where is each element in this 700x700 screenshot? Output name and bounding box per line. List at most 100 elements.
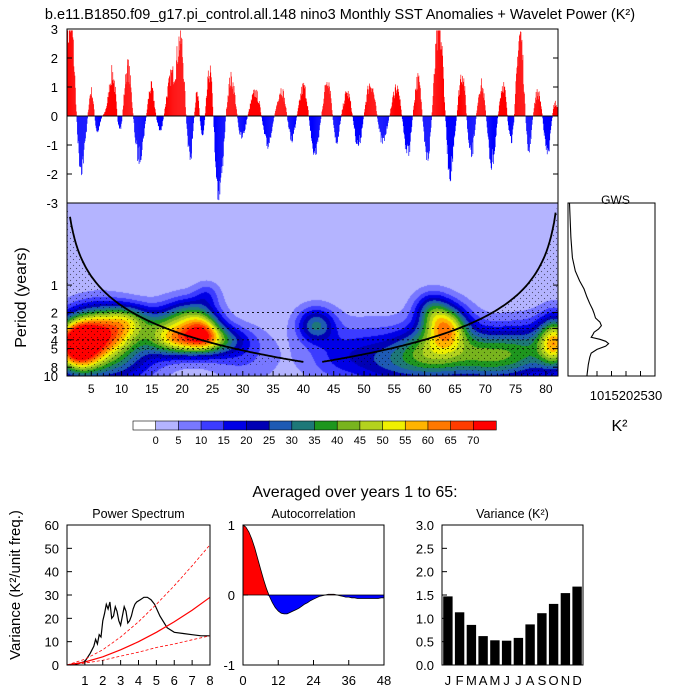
- x-tick-label: J: [445, 673, 452, 688]
- anomaly-bar: [457, 104, 459, 116]
- anomaly-bar: [417, 73, 419, 116]
- anomaly-bar: [298, 105, 300, 116]
- anomaly-bar: [130, 75, 131, 116]
- anomaly-bar: [447, 116, 449, 145]
- anomaly-bar: [356, 116, 358, 144]
- anomaly-bar: [353, 116, 355, 129]
- anomaly-bar: [154, 109, 156, 116]
- anomaly-bar: [214, 116, 215, 133]
- colorbar-label: 70: [467, 435, 479, 447]
- anomaly-bar: [549, 116, 551, 141]
- anomaly-bar: [305, 98, 307, 116]
- anomaly-bar: [479, 94, 481, 116]
- colorbar-swatch: [404, 420, 429, 431]
- anomaly-bar: [69, 30, 70, 117]
- anomaly-bar: [205, 97, 207, 116]
- anomaly-bar: [256, 89, 258, 116]
- anomaly-bar: [301, 86, 303, 116]
- anomaly-bar: [360, 116, 362, 138]
- anomaly-bar: [504, 86, 506, 116]
- anomaly-bar: [338, 116, 340, 132]
- anomaly-bar: [168, 82, 169, 116]
- wavelet-frame: [66, 202, 559, 377]
- anomaly-bar: [72, 30, 73, 117]
- anomaly-bar: [349, 100, 351, 116]
- anomaly-bar: [68, 42, 70, 116]
- anomaly-bar: [270, 116, 271, 138]
- anomaly-bar: [531, 116, 533, 125]
- anomaly-bar: [164, 108, 166, 116]
- anomaly-bar: [464, 86, 466, 116]
- anomaly-bar: [489, 116, 491, 160]
- anomaly-bar: [376, 111, 377, 116]
- anomaly-bar: [461, 82, 462, 116]
- anomaly-bar: [410, 116, 412, 133]
- anomaly-bar: [315, 116, 317, 155]
- anomaly-bar: [384, 116, 385, 141]
- anomaly-bar: [323, 103, 324, 116]
- anomaly-bar: [213, 116, 215, 128]
- anomaly-bar: [513, 116, 515, 123]
- y-tick-label: 50: [45, 541, 59, 556]
- anomaly-bar: [405, 116, 407, 150]
- anomaly-bar: [117, 116, 119, 122]
- anomaly-bar: [374, 98, 375, 116]
- anomaly-bar: [174, 82, 175, 116]
- anomaly-bar: [320, 116, 321, 123]
- anomaly-bar: [364, 109, 366, 116]
- anomaly-bar: [336, 116, 337, 143]
- anomaly-bar: [359, 116, 361, 144]
- anomaly-bar: [351, 111, 353, 116]
- anomaly-bar: [318, 116, 319, 138]
- anomaly-bar: [370, 87, 371, 116]
- anomaly-bar: [521, 39, 523, 116]
- gws-title: GWS: [601, 193, 630, 207]
- anomaly-bar: [365, 101, 367, 116]
- anomaly-bar: [307, 106, 309, 116]
- anomaly-bar: [169, 77, 171, 116]
- anomaly-bar: [511, 116, 513, 143]
- anomaly-bar: [514, 104, 516, 116]
- anomaly-bar: [190, 116, 191, 158]
- anomaly-bar: [451, 116, 453, 159]
- anomaly-bar: [350, 101, 352, 116]
- anomaly-bar: [250, 99, 252, 116]
- anomaly-bar: [472, 116, 473, 143]
- anomaly-bar: [223, 116, 225, 142]
- anomaly-bar: [434, 68, 436, 116]
- y-tick-label: 0: [52, 658, 59, 673]
- anomaly-bar: [421, 101, 422, 116]
- anomaly-bar: [331, 103, 332, 116]
- anomaly-bar: [275, 109, 277, 116]
- anomaly-bar: [503, 82, 505, 116]
- anomaly-bar: [430, 116, 432, 128]
- anomaly-bar: [374, 100, 376, 116]
- anomaly-bar: [496, 116, 498, 124]
- anomaly-bar: [104, 112, 106, 116]
- colorbar-swatch: [427, 420, 452, 431]
- anomaly-bar: [556, 107, 558, 116]
- x-tick-label: 60: [418, 382, 432, 396]
- anomaly-bar: [463, 81, 464, 116]
- anomaly-bar: [460, 74, 462, 116]
- anomaly-bar: [150, 81, 152, 116]
- anomaly-bar: [111, 65, 113, 116]
- anomaly-bar: [73, 39, 74, 116]
- anomaly-bar: [220, 116, 221, 183]
- anomaly-bar: [175, 79, 176, 116]
- anomaly-bar: [553, 107, 555, 116]
- anomaly-bar: [491, 116, 493, 163]
- anomaly-bar: [257, 102, 259, 116]
- colorbar-label: 60: [422, 435, 434, 447]
- anomaly-bar: [311, 116, 313, 141]
- anomaly-bar: [522, 54, 524, 116]
- anomaly-bar: [95, 116, 96, 126]
- anomaly-bar: [321, 111, 323, 116]
- anomaly-bar: [345, 91, 346, 116]
- anomaly-bar: [110, 85, 112, 116]
- colorbar-swatch: [450, 420, 474, 431]
- colorbar-swatch: [314, 420, 338, 431]
- anomaly-bar: [547, 116, 549, 150]
- anomaly-bar: [494, 116, 496, 151]
- anomaly-bar: [280, 88, 282, 116]
